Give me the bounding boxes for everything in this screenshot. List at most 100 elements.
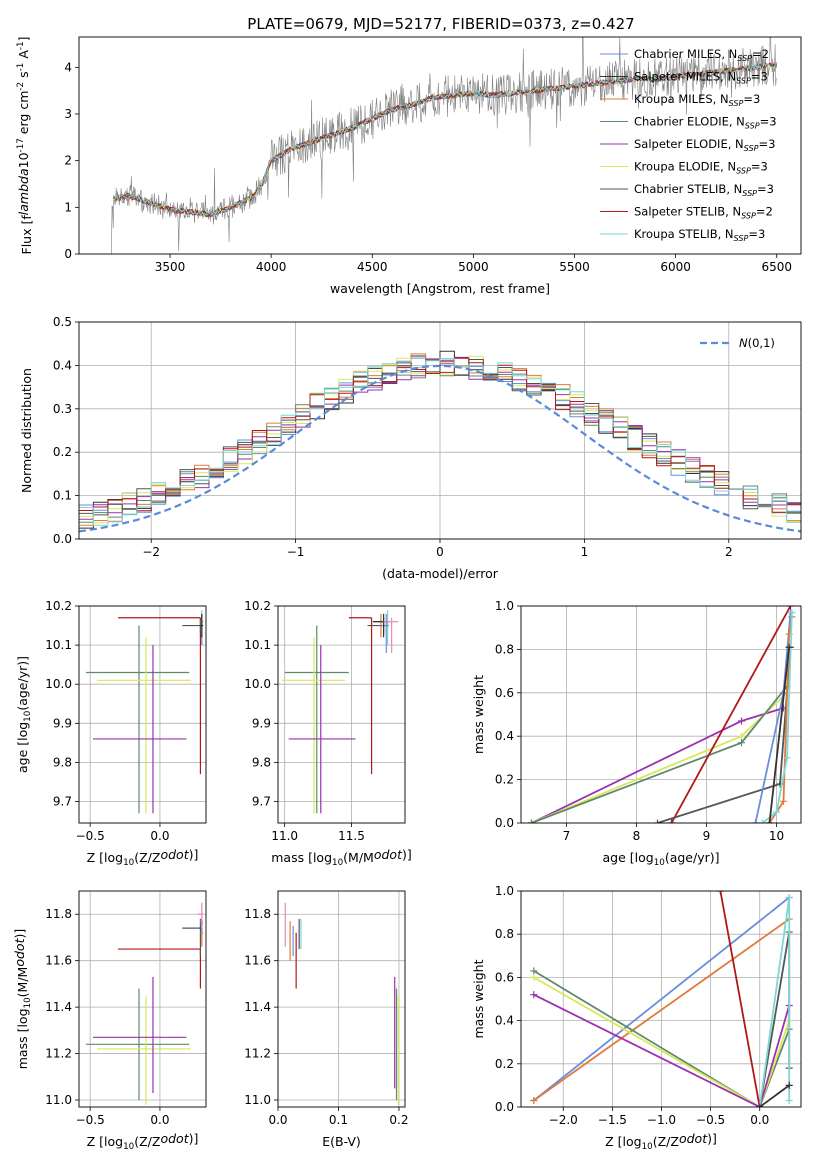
y-tick-label: 11.8 [244, 907, 271, 921]
mass-weight-vs-age-panel: 7 8 9 10 0.0 0.2 0.4 0.6 0.8 1.0 age [log10​(age/y… [471, 599, 802, 868]
weight-marker [716, 891, 724, 895]
residual-histogram [79, 357, 801, 513]
y-tick-label: 1.0 [495, 599, 514, 613]
legend-entry: Salpeter STELIB, NSSP=2 [634, 205, 773, 221]
weight-marker [785, 1097, 793, 1105]
weight-marker [756, 1103, 764, 1107]
weight-marker [738, 732, 745, 740]
y-tick-label: 3 [64, 107, 72, 121]
legend-entry: Chabrier MILES, NSSP=2 [634, 47, 769, 63]
errorbar-point [92, 976, 187, 1094]
legend-entry: Chabrier STELIB, NSSP=3 [634, 182, 774, 198]
weight-marker [785, 643, 793, 651]
y-tick-label: 9.8 [53, 755, 72, 769]
y-axis-label: age [log10​(age/yr)] [15, 656, 33, 773]
x-tick-label: 6500 [761, 260, 792, 274]
x-tick-label: 0.1 [329, 1113, 348, 1127]
x-tick-label: 5500 [559, 260, 590, 274]
weight-series [756, 1081, 793, 1107]
errorbar-point [85, 988, 190, 1101]
weight-line [759, 1084, 790, 1107]
weight-series [756, 893, 793, 1107]
plot-area [284, 902, 399, 1105]
axes-border [277, 890, 406, 1108]
weight-series [668, 606, 794, 823]
spectrum-panel: 3500 4000 4500 5000 5500 6000 6500 0 1 2 3 4 wavelen… [16, 36, 802, 296]
y-tick-label: 11.4 [45, 1000, 72, 1014]
weight-line [719, 891, 761, 1107]
y-tick-label: 11.6 [45, 954, 72, 968]
legend-entry: Kroupa MILES, NSSP=3 [634, 92, 760, 108]
x-tick-label: −1 [287, 545, 305, 559]
weight-marker [530, 1097, 538, 1105]
axes-frame: 11.0 11.5 9.7 9.8 9.9 10.0 10.1 10.2 mass [log10… [244, 599, 411, 868]
legend: Chabrier MILES, NSSP=2 Salpeter MILES, NS… [600, 47, 777, 243]
weight-marker [752, 819, 759, 823]
x-tick-label: −2.0 [549, 1113, 578, 1127]
y-tick-label: 10.2 [244, 599, 271, 613]
errorbar-point [92, 645, 187, 814]
age-vs-mass-panel: 11.0 11.5 9.7 9.8 9.9 10.0 10.1 10.2 mass [log10… [244, 599, 411, 868]
weight-line [657, 647, 792, 823]
legend-entry: Kroupa STELIB, NSSP=3 [634, 227, 765, 243]
x-tick-label: −0.5 [76, 1113, 105, 1127]
y-tick-label: 0.4 [495, 729, 514, 743]
y-tick-label: 11.2 [45, 1047, 72, 1061]
axes-border [277, 605, 406, 824]
age-vs-metallicity-panel: −0.5 0.0 9.7 9.8 9.9 10.0 10.1 10.2 Z [log10​(Z/… [15, 599, 207, 868]
axes-border [78, 36, 802, 255]
x-tick-label: 0.0 [150, 829, 169, 843]
x-tick-label: 10 [769, 829, 784, 843]
errorbar-point [288, 645, 356, 814]
y-tick-label: 0.0 [495, 816, 514, 830]
x-tick-label: −2 [142, 545, 160, 559]
grid [79, 605, 206, 823]
x-tick-label: 2 [725, 545, 733, 559]
y-tick-label: 9.7 [53, 794, 72, 808]
x-tick-label: 0 [436, 545, 444, 559]
y-tick-label: 0.1 [53, 489, 72, 503]
axes-border [78, 890, 207, 1108]
y-tick-label: 9.7 [252, 794, 271, 808]
grid [521, 890, 801, 1108]
weight-marker [780, 797, 787, 805]
axes-frame: −2 −1 0 1 2 0.0 0.1 0.2 0.3 0.4 0.5 (data-model)/er… [19, 315, 802, 581]
weight-marker [530, 967, 538, 975]
x-axis-label: mass [log10​(M/M​odot)] [271, 847, 412, 868]
y-tick-label: 0.4 [495, 1014, 514, 1028]
y-tick-label: 11.6 [244, 954, 271, 968]
y-axis-label: Normed distribution [19, 368, 34, 493]
y-tick-label: 0.5 [53, 315, 72, 329]
y-tick-label: 0.4 [53, 358, 72, 372]
x-tick-label: 3500 [155, 260, 186, 274]
errorbar-point [182, 918, 202, 957]
y-tick-label: 4 [64, 60, 72, 74]
x-axis-label: Z [log10​(Z/Z​odot)] [87, 1131, 199, 1152]
x-tick-label: 0.0 [150, 1113, 169, 1127]
weight-series [759, 609, 796, 823]
y-axis-label: mass weight [471, 959, 486, 1038]
plot-area [111, 37, 778, 254]
legend-entry: Salpeter MILES, NSSP=3 [634, 70, 768, 86]
grid [277, 891, 405, 1107]
y-tick-label: 11.0 [244, 1093, 271, 1107]
errorbar-point [182, 617, 202, 634]
x-tick-label: 4500 [357, 260, 388, 274]
y-tick-label: 10.1 [45, 638, 72, 652]
model-spectrum [113, 62, 778, 217]
y-tick-label: 0.8 [495, 642, 514, 656]
x-tick-label: 0.2 [389, 1113, 408, 1127]
errorbar-point [118, 948, 202, 989]
errorbar-point [97, 995, 191, 1105]
weight-marker [783, 754, 791, 762]
model-spectrum [113, 62, 777, 217]
x-axis-label: wavelength [Angstrom, rest frame] [330, 281, 550, 296]
weight-series [716, 891, 764, 1107]
axes-frame: 0.0 0.1 0.2 11.0 11.2 11.4 11.6 11.8 E(B-V) [244, 890, 408, 1149]
y-tick-label: 0 [64, 247, 72, 261]
weight-line [533, 918, 790, 1102]
y-axis-label: mass weight [471, 675, 486, 754]
x-axis-label: Z [log10​(Z/Z​odot)] [87, 847, 199, 868]
y-tick-label: 11.2 [244, 1047, 271, 1061]
weight-line [533, 970, 791, 1107]
